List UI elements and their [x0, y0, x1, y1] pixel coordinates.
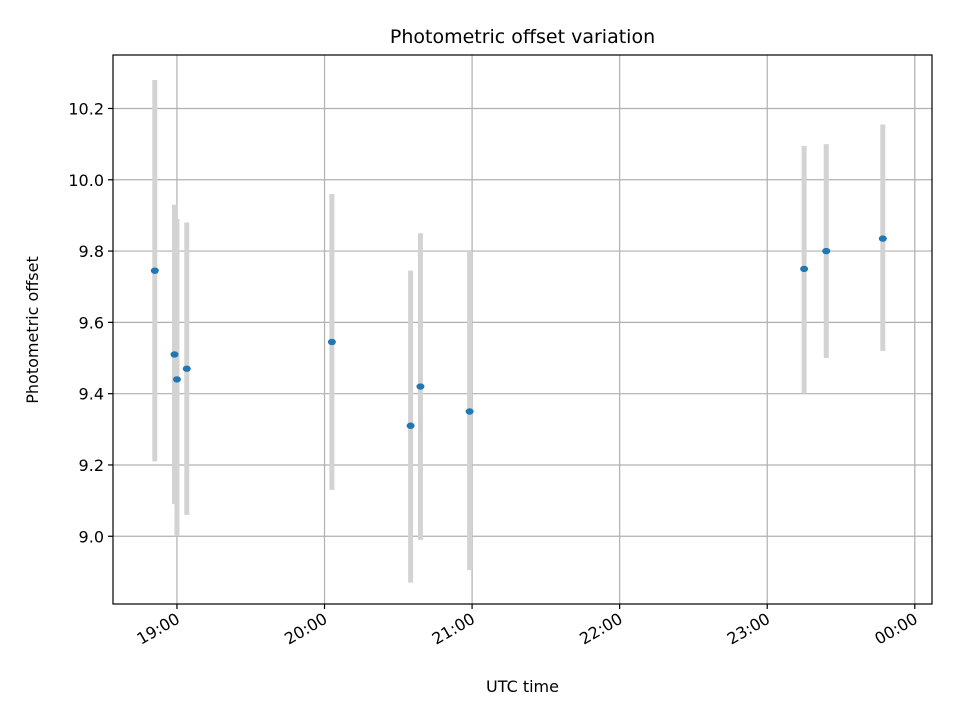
y-tick-label: 9.4	[79, 385, 104, 404]
x-tick-label: 00:00	[871, 609, 920, 649]
y-tick-label: 9.6	[79, 313, 104, 332]
data-point	[327, 338, 336, 346]
plot-frame	[112, 54, 933, 605]
data-point	[182, 365, 191, 372]
data-point	[465, 408, 474, 415]
y-axis-label: Photometric offset	[23, 256, 42, 404]
y-tick-label: 10.0	[68, 171, 104, 190]
grid	[113, 55, 932, 604]
data-point	[416, 383, 425, 390]
y-tick-label: 9.8	[79, 242, 104, 261]
data-point	[822, 247, 831, 255]
y-tick-label: 9.0	[79, 527, 104, 546]
chart-title: Photometric offset variation	[390, 26, 655, 48]
x-tick-label: 23:00	[724, 609, 773, 649]
x-tick-label: 22:00	[576, 609, 625, 649]
data-point	[800, 265, 809, 273]
errorbars	[152, 79, 886, 583]
data-point	[172, 376, 181, 383]
x-tick-label: 20:00	[281, 609, 330, 649]
x-tick-label: 19:00	[134, 609, 183, 649]
y-tick-label: 9.2	[79, 456, 104, 475]
data-points	[150, 235, 887, 429]
y-tick-label: 10.2	[68, 99, 104, 118]
data-point	[150, 267, 159, 274]
x-axis-label: UTC time	[486, 677, 559, 696]
x-tick-label: 21:00	[429, 609, 478, 649]
ticks: 19:00 20:00 21:00 22:00 23:00 00:00 9.0 9.2 9.4 9…	[68, 99, 920, 648]
data-point	[406, 422, 415, 429]
data-point	[878, 235, 887, 242]
data-point	[170, 351, 179, 358]
